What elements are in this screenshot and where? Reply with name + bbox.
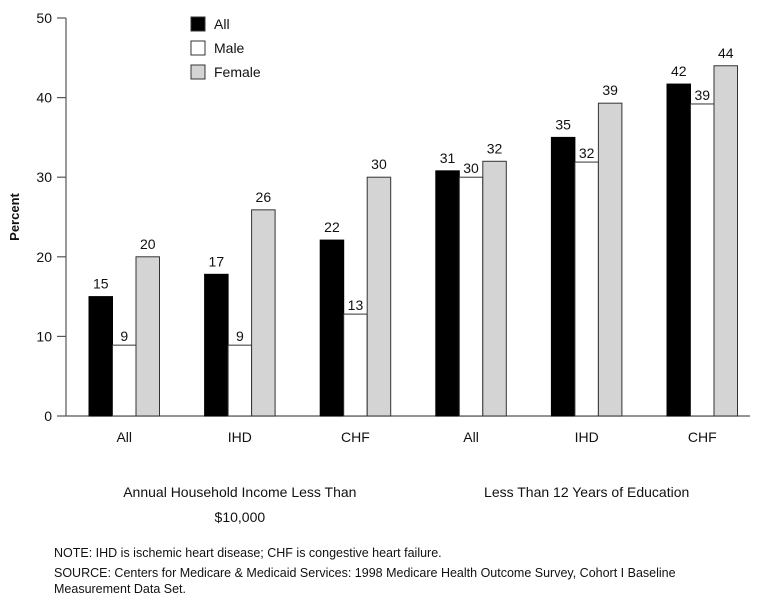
data-label: 32 bbox=[487, 140, 503, 156]
bar-female-5 bbox=[597, 102, 623, 417]
bar-female-6 bbox=[713, 65, 738, 417]
group-label: Less Than 12 Years of Education bbox=[484, 484, 689, 500]
bar-all-6 bbox=[666, 83, 691, 417]
data-label: 20 bbox=[140, 236, 156, 252]
legend-swatch-all bbox=[190, 16, 206, 32]
bar-male-3 bbox=[343, 313, 368, 417]
y-tick-label: 0 bbox=[44, 408, 52, 424]
y-axis-label: Percent bbox=[7, 192, 22, 240]
x-tick-label: All bbox=[463, 429, 479, 445]
x-tick-label: IHD bbox=[228, 429, 252, 445]
group-label: $10,000 bbox=[215, 509, 266, 525]
bar-male-2 bbox=[227, 344, 253, 417]
bar-male-4 bbox=[458, 176, 484, 417]
legend-label: All bbox=[214, 16, 230, 32]
note-text: NOTE: IHD is ischemic heart disease; CHF… bbox=[54, 546, 442, 560]
data-label: 15 bbox=[93, 276, 109, 292]
bar-female-4 bbox=[482, 160, 507, 417]
data-label: 22 bbox=[324, 219, 340, 235]
y-tick-label: 30 bbox=[36, 169, 52, 185]
data-label: 44 bbox=[718, 45, 734, 61]
y-tick-label: 40 bbox=[36, 90, 52, 106]
bar-male-6 bbox=[690, 103, 715, 417]
bar-male-5 bbox=[574, 161, 599, 417]
data-label: 17 bbox=[209, 253, 225, 269]
x-tick-label: CHF bbox=[688, 429, 717, 445]
x-tick-label: IHD bbox=[575, 429, 599, 445]
data-label: 9 bbox=[236, 328, 244, 344]
bar-female-2 bbox=[251, 209, 276, 417]
bar-all-3 bbox=[319, 239, 345, 417]
data-label: 39 bbox=[694, 87, 710, 103]
legend-swatch-female bbox=[190, 64, 206, 80]
bar-all-4 bbox=[435, 170, 460, 417]
legend-label: Female bbox=[214, 64, 261, 80]
bar-all-2 bbox=[204, 273, 229, 417]
data-label: 26 bbox=[256, 189, 272, 205]
bar-all-1 bbox=[88, 296, 113, 417]
x-tick-label: CHF bbox=[341, 429, 370, 445]
data-label: 9 bbox=[120, 328, 128, 344]
data-label: 30 bbox=[463, 160, 479, 176]
data-label: 30 bbox=[371, 156, 387, 172]
data-label: 31 bbox=[440, 150, 456, 166]
source-text: SOURCE: Centers for Medicare & Medicaid … bbox=[54, 566, 676, 596]
data-label: 32 bbox=[579, 145, 595, 161]
legend-label: Male bbox=[214, 40, 245, 56]
legend-swatch-male bbox=[190, 40, 206, 56]
data-label: 13 bbox=[348, 297, 364, 313]
x-tick-label: All bbox=[116, 429, 132, 445]
bar-female-3 bbox=[366, 176, 392, 417]
group-label: Annual Household Income Less Than bbox=[123, 484, 356, 500]
y-tick-label: 50 bbox=[36, 10, 52, 26]
bar-male-1 bbox=[112, 344, 137, 417]
data-label: 39 bbox=[602, 82, 618, 98]
data-label: 42 bbox=[671, 63, 687, 79]
bar-all-5 bbox=[550, 136, 576, 417]
y-tick-label: 20 bbox=[36, 249, 52, 265]
data-label: 35 bbox=[555, 116, 571, 132]
bar-female-1 bbox=[135, 256, 160, 417]
y-tick-label: 10 bbox=[36, 328, 52, 344]
